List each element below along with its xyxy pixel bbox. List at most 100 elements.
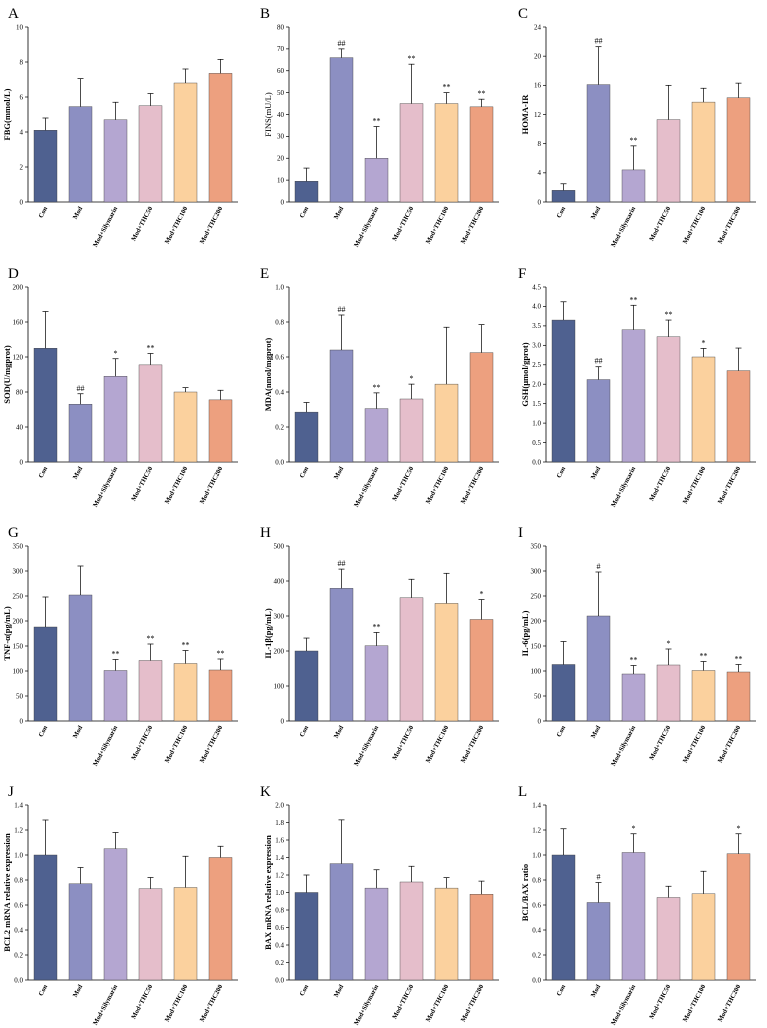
y-tick-label: 70 — [277, 45, 285, 53]
bar-mod-thc200 — [208, 857, 233, 981]
significance-marker: ## — [338, 39, 346, 48]
y-tick-label: 1.0 — [14, 851, 23, 859]
significance-marker: * — [410, 374, 414, 383]
y-tick-label: 4 — [20, 128, 24, 136]
bar-mod-silymarin — [621, 169, 646, 203]
significance-marker: ** — [112, 650, 120, 659]
panel-letter: J — [8, 784, 14, 800]
y-tick-label: 300 — [13, 567, 24, 575]
significance-marker: ## — [338, 559, 346, 568]
y-axis-label: BAX mRNA relative expression — [263, 835, 273, 950]
significance-marker: ** — [665, 310, 673, 319]
bar-mod-silymarin — [103, 376, 128, 463]
bar-mod-thc200 — [208, 399, 233, 463]
bar-mod-silymarin — [364, 408, 389, 463]
bar-con — [551, 190, 576, 203]
y-tick-label: 50 — [534, 692, 542, 700]
panel-letter: F — [518, 266, 526, 282]
y-tick-label: 24 — [534, 23, 542, 31]
bar-mod-thc200 — [469, 352, 494, 463]
y-tick-label: 0.2 — [532, 951, 541, 959]
x-tick-label: Mod+THC200 — [199, 724, 225, 764]
x-tick-label: Mod+THC100 — [425, 724, 451, 764]
x-tick-label: Mod — [333, 724, 346, 739]
x-tick-label: Mod+Silymarin — [353, 465, 380, 508]
y-tick-label: 0.0 — [275, 976, 284, 984]
y-axis-label: FINS(mU/L) — [263, 92, 273, 137]
y-tick-label: 0.8 — [532, 876, 541, 884]
bar-mod-thc100 — [173, 82, 198, 203]
y-tick-label: 200 — [13, 283, 24, 291]
bar-mod-silymarin — [621, 673, 646, 722]
significance-marker: ** — [630, 295, 638, 304]
panel-b: B FINS(mU/L) 0 10 20 30 40 50 60 70 80 Con ## Mod ** Mo… — [260, 6, 499, 248]
y-axis-label: HOMA-IR — [520, 94, 530, 135]
x-tick-label: Mod+THC50 — [130, 465, 154, 502]
y-tick-label: 100 — [531, 667, 542, 675]
y-tick-label: 0.4 — [275, 388, 284, 396]
bar-con — [33, 854, 58, 981]
x-tick-label: Con — [299, 205, 311, 219]
y-tick-label: 3.5 — [532, 322, 541, 330]
significance-marker: ** — [408, 54, 416, 63]
bar-mod-thc50 — [399, 103, 424, 203]
bar-mod-thc200 — [469, 894, 494, 981]
bar-mod-thc100 — [434, 103, 459, 203]
bar-mod — [68, 106, 93, 203]
x-tick-label: Mod+Silymarin — [610, 983, 637, 1026]
x-tick-label: Mod+THC50 — [648, 724, 672, 761]
x-tick-label: Mod — [590, 205, 603, 220]
y-tick-label: 0 — [20, 198, 24, 206]
bar-con — [551, 854, 576, 981]
x-tick-label: Mod+THC50 — [391, 724, 415, 761]
x-tick-label: Mod+Silymarin — [92, 465, 119, 508]
x-tick-label: Mod+THC200 — [199, 465, 225, 505]
y-tick-label: 0.0 — [532, 458, 541, 466]
bar-mod-thc100 — [434, 603, 459, 722]
y-tick-label: 0.6 — [14, 901, 23, 909]
bar-mod — [68, 594, 93, 722]
y-tick-label: 350 — [13, 542, 24, 550]
y-tick-label: 1.5 — [532, 400, 541, 408]
y-tick-label: 1.0 — [275, 283, 284, 291]
y-tick-label: 6 — [20, 93, 24, 101]
panel-letter: L — [518, 784, 527, 800]
y-tick-label: 500 — [274, 542, 285, 550]
y-axis-label: TNF-α(pg/mL) — [2, 606, 12, 660]
x-tick-label: Mod — [590, 983, 603, 998]
x-tick-label: Con — [38, 983, 50, 997]
bar-mod-thc100 — [691, 356, 716, 463]
x-tick-label: Con — [38, 465, 50, 479]
x-tick-label: Con — [299, 465, 311, 479]
y-tick-label: 40 — [277, 111, 285, 119]
panel-h: H IL-1β(pg/mL) 0 100 200 300 400 500 Con ## Mod ** M… — [260, 525, 499, 767]
y-tick-label: 8 — [538, 140, 542, 148]
y-tick-label: 0 — [20, 717, 24, 725]
significance-marker: ** — [735, 655, 743, 664]
bar-mod-thc200 — [469, 106, 494, 203]
y-tick-label: 3.0 — [532, 342, 541, 350]
y-tick-label: 0 — [281, 717, 285, 725]
y-tick-label: 1.2 — [532, 826, 541, 834]
bar-mod — [329, 863, 354, 981]
bar-mod — [329, 349, 354, 463]
panel-c: C HOMA-IR 0 4 8 12 16 20 24 Con ## Mod ** Mod+Silymar… — [518, 6, 756, 248]
bar-con — [294, 892, 319, 981]
y-tick-label: 50 — [16, 692, 24, 700]
y-tick-label: 350 — [531, 542, 542, 550]
panel-a: A FBG(mmol/L) 0 2 4 6 8 10 Con Mod Mod+Silymarin Mo… — [2, 6, 238, 248]
significance-marker: * — [702, 338, 706, 347]
x-tick-label: Mod+THC200 — [460, 724, 486, 764]
panel-letter: B — [260, 6, 270, 22]
y-axis-label: IL-6(pg/mL) — [520, 610, 530, 656]
significance-marker: * — [480, 590, 484, 599]
bar-con — [294, 181, 319, 203]
panel-letter: K — [260, 784, 271, 800]
x-tick-label: Mod — [333, 205, 346, 220]
bar-mod-thc50 — [656, 119, 681, 203]
y-tick-label: 1.0 — [532, 851, 541, 859]
bar-mod-thc50 — [138, 888, 163, 981]
x-tick-label: Mod+Silymarin — [92, 983, 119, 1026]
y-axis-label: BCL2 mRNA relative expression — [2, 833, 12, 952]
